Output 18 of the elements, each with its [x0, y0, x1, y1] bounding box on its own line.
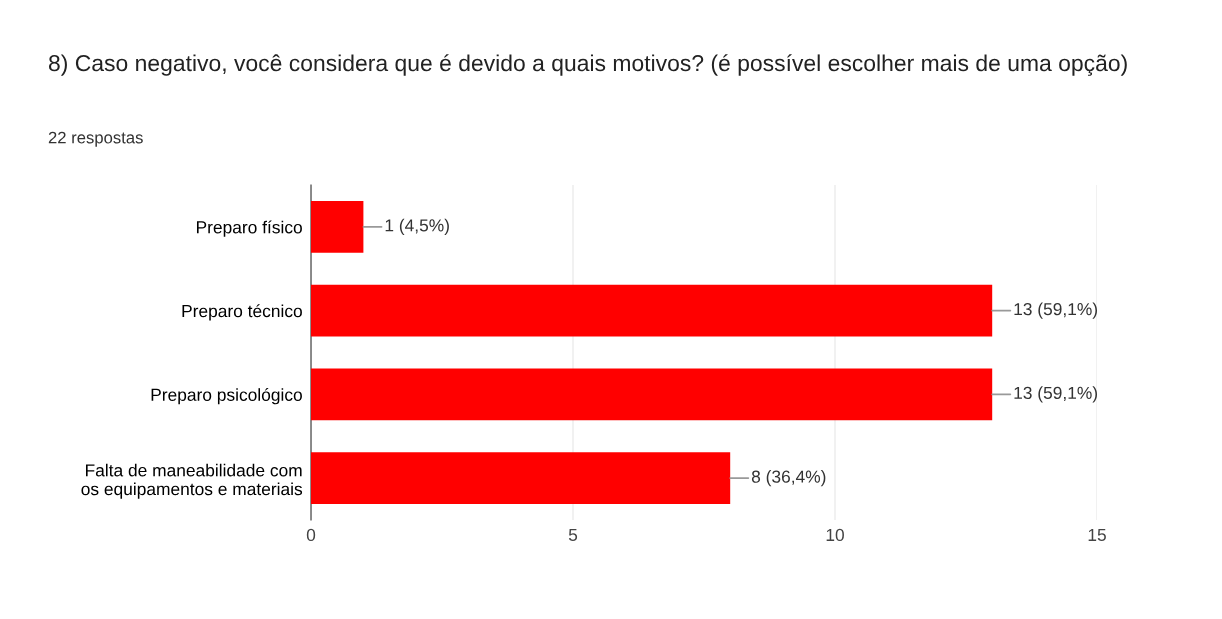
x-tick-label: 0	[306, 528, 316, 542]
text: 22 respostas	[48, 131, 143, 147]
data-label: 13 (59,1%)	[1014, 302, 1098, 319]
y-tick-label: Falta de maneabilidade com os equipamentos e materiais	[81, 463, 303, 499]
bar	[311, 452, 731, 505]
chart-title: 8) Caso negativo, você considera que é devido a quais motivos? (é possível escolher mais de uma opção)	[49, 54, 1127, 76]
x-tick-label: 5	[568, 528, 578, 542]
y-tick-label: Preparo psicológico	[151, 387, 302, 405]
bar	[311, 284, 993, 337]
y-tick-label: Preparo técnico	[182, 304, 302, 321]
x-tick-label: 10	[826, 528, 844, 542]
y-tick-label: Preparo físico	[196, 220, 302, 237]
data-label: 8 (36,4%)	[751, 470, 826, 487]
data-label: 13 (59,1%)	[1014, 386, 1098, 403]
bar	[311, 368, 993, 421]
data-label: 1 (4,5%)	[385, 218, 449, 235]
bar	[311, 200, 364, 253]
x-tick-label: 15	[1088, 528, 1106, 542]
